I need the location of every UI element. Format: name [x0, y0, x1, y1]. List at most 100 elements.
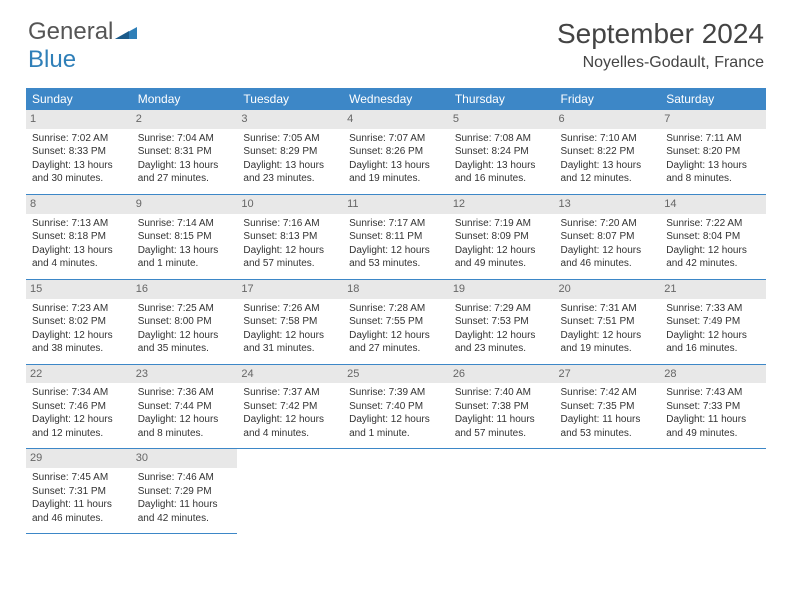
calendar-day-cell: 13Sunrise: 7:20 AMSunset: 8:07 PMDayligh… [555, 194, 661, 279]
calendar-week-row: 22 Sunrise: 7:34 AMSunset: 7:46 PM Dayligh… [26, 364, 766, 449]
day-info-line: Sunrise: 7:29 AM [455, 302, 549, 316]
day-info-line: Daylight: 12 hours [243, 244, 337, 258]
day-info-line: and 1 minute. [349, 427, 443, 441]
day-info-line: and 19 minutes. [561, 342, 655, 356]
calendar-day-cell: 3Sunrise: 7:05 AMSunset: 8:29 PMDaylight… [237, 110, 343, 194]
day-number: 22 [26, 365, 132, 384]
day-info-line: Sunrise: 7:36 AM [138, 386, 232, 400]
day-number: 4 [343, 110, 449, 129]
day-info-line: Sunset: 8:20 PM [666, 145, 760, 159]
day-info-line: Sunset: 7:42 PM [243, 400, 337, 414]
day-info-line: and 4 minutes. [243, 427, 337, 441]
calendar-week-row: 1Sunrise: 7:02 AMSunset: 8:33 PMDaylight… [26, 110, 766, 194]
day-info-line: Sunset: 7:38 PM [455, 400, 549, 414]
calendar-day-cell: 8Sunrise: 7:13 AMSunset: 8:18 PMDaylight… [26, 194, 132, 279]
calendar-day-cell [343, 449, 449, 534]
day-info-line: Sunset: 8:11 PM [349, 230, 443, 244]
day-number: 10 [237, 195, 343, 214]
day-number: 27 [555, 365, 661, 384]
day-info-line: Sunrise: 7:31 AM [561, 302, 655, 316]
day-info-line: Daylight: 13 hours [349, 159, 443, 173]
day-number: 16 [132, 280, 238, 299]
col-sunday: Sunday [26, 88, 132, 110]
calendar-day-cell: 25Sunrise: 7:39 AMSunset: 7:40 PMDayligh… [343, 364, 449, 449]
day-info-line: Sunrise: 7:14 AM [138, 217, 232, 231]
day-number: 12 [449, 195, 555, 214]
day-info-line: Sunrise: 7:46 AM [138, 471, 232, 485]
calendar-day-cell: 1Sunrise: 7:02 AMSunset: 8:33 PMDaylight… [26, 110, 132, 194]
col-monday: Monday [132, 88, 238, 110]
day-info-line: Daylight: 13 hours [455, 159, 549, 173]
calendar-day-cell [449, 449, 555, 534]
calendar-day-cell [555, 449, 661, 534]
day-info-line: and 8 minutes. [138, 427, 232, 441]
day-info-line: Sunrise: 7:13 AM [32, 217, 126, 231]
day-info-line: Sunrise: 7:16 AM [243, 217, 337, 231]
day-info-line: Sunrise: 7:07 AM [349, 132, 443, 146]
calendar-day-cell [237, 449, 343, 534]
day-info-line: Daylight: 12 hours [455, 244, 549, 258]
day-info-line: Sunrise: 7:22 AM [666, 217, 760, 231]
month-title: September 2024 [557, 18, 764, 50]
day-number: 29 [26, 449, 132, 468]
day-info-line: Sunrise: 7:34 AM [32, 386, 126, 400]
day-info-line: Daylight: 12 hours [138, 329, 232, 343]
col-tuesday: Tuesday [237, 88, 343, 110]
day-info-line: Daylight: 13 hours [243, 159, 337, 173]
day-info-line: Sunrise: 7:37 AM [243, 386, 337, 400]
day-info-line: Sunrise: 7:11 AM [666, 132, 760, 146]
calendar-day-cell: 11Sunrise: 7:17 AMSunset: 8:11 PMDayligh… [343, 194, 449, 279]
day-info-line: and 31 minutes. [243, 342, 337, 356]
calendar-day-cell: 4 Sunrise: 7:07 AMSunset: 8:26 PMDaylight… [343, 110, 449, 194]
day-info-line: and 23 minutes. [243, 172, 337, 186]
day-number: 23 [132, 365, 238, 384]
day-info-line: Sunrise: 7:28 AM [349, 302, 443, 316]
day-info-line: Sunrise: 7:42 AM [561, 386, 655, 400]
calendar-day-cell: 30Sunrise: 7:46 AMSunset: 7:29 PMDayligh… [132, 449, 238, 534]
day-info-line: Sunset: 7:35 PM [561, 400, 655, 414]
day-info-line: Daylight: 12 hours [349, 329, 443, 343]
calendar-day-cell: 15Sunrise: 7:23 AMSunset: 8:02 PMDayligh… [26, 279, 132, 364]
calendar-day-cell: 7 Sunrise: 7:11 AMSunset: 8:20 PMDaylight… [660, 110, 766, 194]
logo-text-general: General [28, 18, 113, 45]
day-number: 19 [449, 280, 555, 299]
day-info-line: Daylight: 13 hours [666, 159, 760, 173]
day-header-row: Sunday Monday Tuesday Wednesday Thursday… [26, 88, 766, 110]
day-info-line: and 12 minutes. [561, 172, 655, 186]
day-info-line: and 27 minutes. [349, 342, 443, 356]
day-info-line: Sunset: 8:15 PM [138, 230, 232, 244]
day-number: 7 [660, 110, 766, 129]
day-info-line: Daylight: 11 hours [455, 413, 549, 427]
day-info-line: and 4 minutes. [32, 257, 126, 271]
day-info-line: Daylight: 13 hours [138, 244, 232, 258]
page-header: GeneralBlue September 2024 Noyelles-Goda… [0, 0, 792, 80]
calendar-day-cell: 23Sunrise: 7:36 AMSunset: 7:44 PMDayligh… [132, 364, 238, 449]
day-info-line: Sunset: 8:09 PM [455, 230, 549, 244]
day-info-line: Sunset: 8:07 PM [561, 230, 655, 244]
day-info-line: Sunset: 8:04 PM [666, 230, 760, 244]
day-info-line: Daylight: 11 hours [138, 498, 232, 512]
day-info-line: and 1 minute. [138, 257, 232, 271]
day-info-line: Sunrise: 7:05 AM [243, 132, 337, 146]
calendar-day-cell: 24Sunrise: 7:37 AMSunset: 7:42 PMDayligh… [237, 364, 343, 449]
calendar-day-cell: 22Sunrise: 7:34 AMSunset: 7:46 PMDayligh… [26, 364, 132, 449]
day-info-line: and 16 minutes. [455, 172, 549, 186]
day-info-line: Sunrise: 7:04 AM [138, 132, 232, 146]
calendar-day-cell: 28Sunrise: 7:43 AMSunset: 7:33 PMDayligh… [660, 364, 766, 449]
col-saturday: Saturday [660, 88, 766, 110]
day-number: 3 [237, 110, 343, 129]
calendar-day-cell: 16Sunrise: 7:25 AMSunset: 8:00 PMDayligh… [132, 279, 238, 364]
day-info-line: Daylight: 12 hours [666, 329, 760, 343]
day-number: 30 [132, 449, 238, 468]
day-number: 9 [132, 195, 238, 214]
day-info-line: Daylight: 12 hours [666, 244, 760, 258]
day-info-line: and 38 minutes. [32, 342, 126, 356]
day-info-line: and 30 minutes. [32, 172, 126, 186]
day-info-line: Sunset: 8:33 PM [32, 145, 126, 159]
day-info-line: Sunset: 8:26 PM [349, 145, 443, 159]
day-info-line: and 42 minutes. [666, 257, 760, 271]
day-info-line: Daylight: 12 hours [32, 329, 126, 343]
day-info-line: and 53 minutes. [561, 427, 655, 441]
day-info-line: Sunset: 7:46 PM [32, 400, 126, 414]
day-info-line: Sunset: 8:22 PM [561, 145, 655, 159]
